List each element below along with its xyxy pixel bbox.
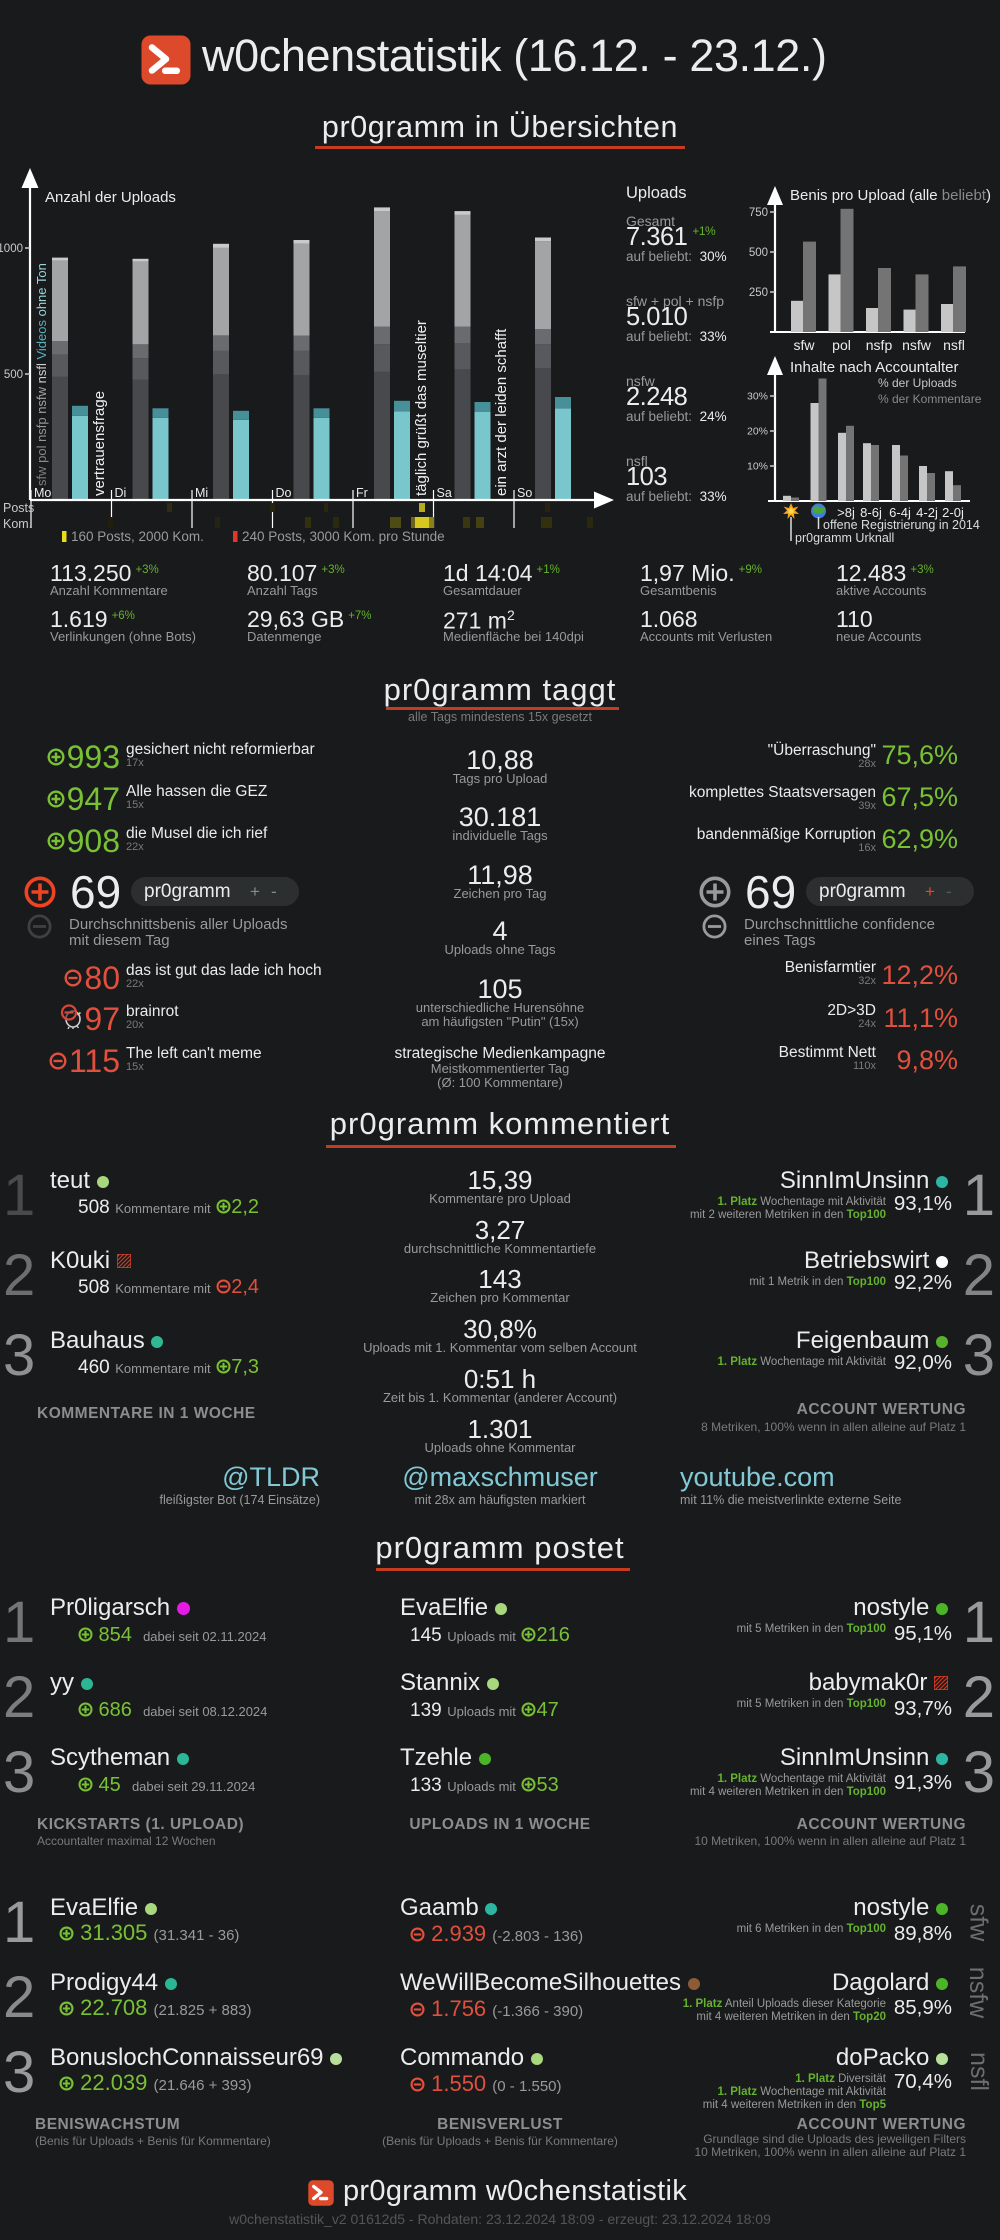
svg-text:% der Kommentare: % der Kommentare [878,392,982,406]
svg-text:500: 500 [4,369,23,381]
svg-text:20%: 20% [747,426,768,438]
svg-text:ein arzt der leiden schafft: ein arzt der leiden schafft [493,328,510,496]
svg-text:pr0gramm Urknall: pr0gramm Urknall [795,531,894,545]
svg-text:160 Posts, 2000 Kom.: 160 Posts, 2000 Kom. [71,529,204,544]
svg-text:2-0j: 2-0j [942,505,964,520]
svg-text:Kom.: Kom. [3,517,32,531]
svg-text:750: 750 [749,207,768,219]
svg-text:täglich grüßt das museltier: täglich grüßt das museltier [413,320,430,496]
svg-text:>8j: >8j [837,505,855,520]
svg-text:Do: Do [276,486,292,500]
svg-text:1000: 1000 [0,243,23,255]
svg-text:8-6j: 8-6j [860,505,882,520]
svg-text:nsfl: nsfl [943,337,965,353]
svg-text:nsfp: nsfp [866,337,893,353]
svg-text:sfw pol nsfp nsfw nsfl Videos: sfw pol nsfp nsfw nsfl Videos ohne Ton [34,263,49,486]
svg-text:vertrauensfrage: vertrauensfrage [91,391,108,496]
svg-text:240 Posts, 3000 Kom. pro Stund: 240 Posts, 3000 Kom. pro Stunde [242,529,445,544]
svg-text:pol: pol [832,337,851,353]
svg-text:Mo: Mo [34,486,51,500]
svg-text:250: 250 [749,287,768,299]
svg-text:30%: 30% [747,391,768,403]
svg-text:Di: Di [115,486,127,500]
svg-text:sfw: sfw [794,337,816,353]
svg-text:offene Registrierung in 2014: offene Registrierung in 2014 [823,518,980,532]
svg-text:500: 500 [749,247,768,259]
svg-text:Inhalte nach Accountalter: Inhalte nach Accountalter [790,359,958,376]
svg-text:6-4j: 6-4j [889,505,911,520]
svg-text:4-2j: 4-2j [916,505,938,520]
svg-text:% der Uploads: % der Uploads [878,376,957,390]
svg-text:Mi: Mi [195,486,208,500]
svg-text:So: So [517,486,532,500]
svg-text:Benis pro Upload (alle beliebt: Benis pro Upload (alle beliebt) [790,187,991,204]
svg-text:Fr: Fr [356,486,368,500]
svg-text:Anzahl der Uploads: Anzahl der Uploads [45,189,176,206]
svg-text:Posts: Posts [3,501,34,515]
svg-text:Sa: Sa [437,486,452,500]
svg-text:10%: 10% [747,461,768,473]
svg-text:nsfw: nsfw [902,337,932,353]
